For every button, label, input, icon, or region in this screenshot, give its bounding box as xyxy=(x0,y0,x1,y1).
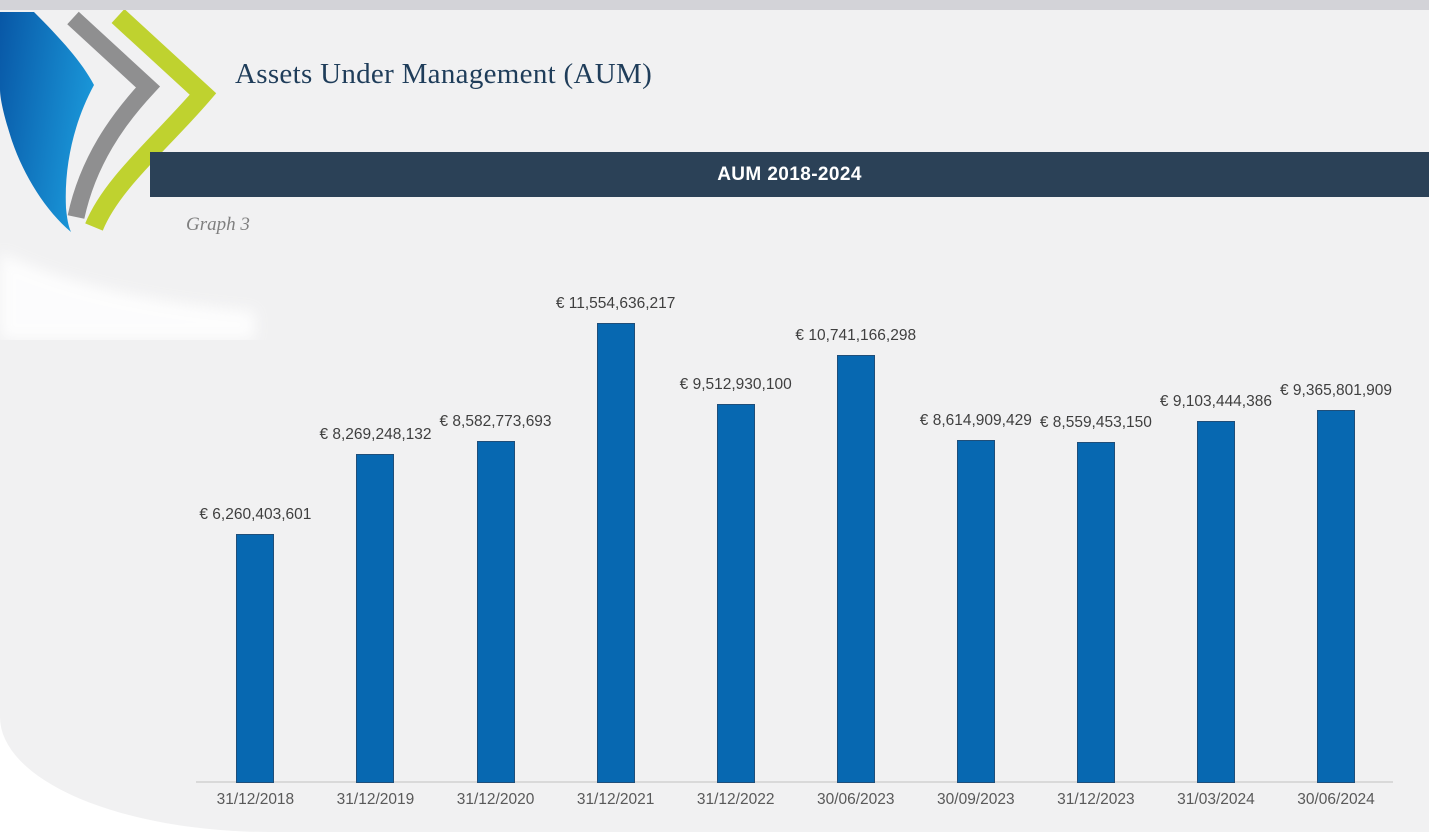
category-label: 30/06/2024 xyxy=(1297,791,1375,808)
bar-31-12-2018 xyxy=(236,534,275,783)
value-label: € 10,741,166,298 xyxy=(795,327,917,344)
page-title: Assets Under Management (AUM) xyxy=(235,58,653,90)
bar-31-03-2024 xyxy=(1196,421,1235,783)
category-label: 31/12/2021 xyxy=(576,791,655,808)
bar-30-09-2023 xyxy=(956,440,995,783)
logo-blue-shape xyxy=(0,12,94,232)
bar-30-06-2024 xyxy=(1317,410,1356,783)
bar-30-06-2023 xyxy=(836,355,875,783)
category-label: 31/03/2024 xyxy=(1177,791,1255,808)
graph-caption: Graph 3 xyxy=(186,214,250,235)
value-label: € 8,269,248,132 xyxy=(319,426,432,443)
category-label: 30/09/2023 xyxy=(937,791,1015,808)
bar-31-12-2023 xyxy=(1076,442,1115,783)
category-label: 31/12/2023 xyxy=(1057,791,1135,808)
value-label: € 9,365,801,909 xyxy=(1279,382,1393,399)
category-label: 31/12/2022 xyxy=(696,791,775,808)
logo-white-swoosh xyxy=(0,252,255,340)
category-label: 31/12/2020 xyxy=(456,791,535,808)
value-label: € 9,512,930,100 xyxy=(679,376,792,393)
logo-gray-chevron xyxy=(67,11,161,219)
bar-31-12-2021 xyxy=(596,323,635,783)
bar-31-12-2019 xyxy=(356,454,395,783)
category-label: 30/06/2023 xyxy=(816,791,895,808)
value-label: € 8,614,909,429 xyxy=(919,412,1032,429)
category-label: 31/12/2019 xyxy=(336,791,415,808)
value-label: € 8,559,453,150 xyxy=(1039,414,1152,431)
value-label: € 9,103,444,386 xyxy=(1159,393,1272,410)
x-axis-line xyxy=(196,781,1393,783)
logo-green-chevron xyxy=(85,10,217,231)
value-label: € 11,554,636,217 xyxy=(555,295,676,312)
category-label: 31/12/2018 xyxy=(216,791,295,808)
chart-title-banner: AUM 2018-2024 xyxy=(150,152,1429,197)
chart-title: AUM 2018-2024 xyxy=(717,163,862,185)
chevron-swoosh-logo xyxy=(0,10,255,340)
top-strip xyxy=(0,0,1429,10)
bar-31-12-2022 xyxy=(716,404,755,783)
value-label: € 8,582,773,693 xyxy=(439,413,552,430)
value-label: € 6,260,403,601 xyxy=(199,506,312,523)
bar-31-12-2020 xyxy=(476,441,515,783)
